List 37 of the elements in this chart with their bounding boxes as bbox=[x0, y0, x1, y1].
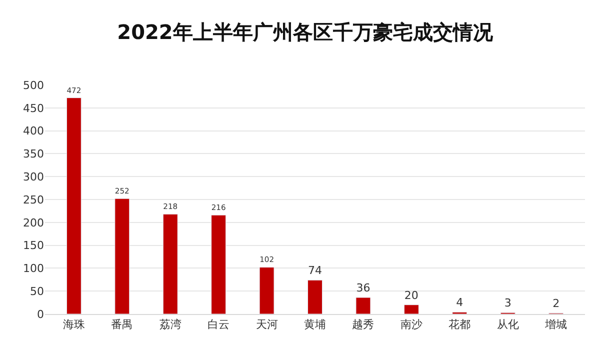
y-tick-label: 250 bbox=[23, 193, 44, 206]
bar bbox=[308, 280, 322, 314]
y-tick-label: 400 bbox=[23, 124, 44, 138]
bar bbox=[211, 214, 226, 314]
bar bbox=[114, 198, 130, 314]
y-tick-label: 450 bbox=[23, 102, 44, 115]
x-tick-label: 黄埔 bbox=[304, 318, 326, 332]
y-tick-label: 500 bbox=[23, 78, 44, 92]
x-tick-label: 增城 bbox=[544, 318, 568, 332]
data-label: 36 bbox=[356, 282, 370, 295]
data-label: 2 bbox=[552, 297, 560, 310]
x-tick-label: 南沙 bbox=[400, 318, 422, 332]
bar bbox=[356, 297, 371, 314]
y-tick-label: 50 bbox=[30, 284, 44, 298]
y-tick-label: 150 bbox=[23, 239, 44, 252]
bar bbox=[404, 304, 419, 314]
x-tick-label: 从化 bbox=[496, 318, 519, 332]
data-label: 20 bbox=[404, 288, 418, 302]
x-tick-label: 番禺 bbox=[111, 318, 134, 332]
x-tick-label: 花都 bbox=[448, 318, 471, 332]
x-tick-label: 天河 bbox=[256, 318, 278, 332]
data-label: 74 bbox=[308, 264, 322, 278]
data-label: 3 bbox=[504, 296, 512, 310]
y-tick-label: 300 bbox=[23, 170, 44, 184]
bar bbox=[259, 267, 274, 314]
y-tick-label: 200 bbox=[23, 216, 44, 230]
x-tick-label: 海珠 bbox=[62, 318, 85, 332]
y-tick-label: 0 bbox=[37, 308, 44, 321]
bar bbox=[66, 98, 82, 314]
y-tick-label: 350 bbox=[23, 148, 44, 161]
x-tick-label: 越秀 bbox=[352, 318, 374, 332]
x-tick-label: 荔湾 bbox=[159, 318, 182, 332]
x-tick-label: 白云 bbox=[208, 318, 230, 332]
bar bbox=[162, 214, 178, 314]
data-label: 4 bbox=[456, 296, 464, 310]
y-tick-label: 100 bbox=[23, 262, 44, 276]
chart-title: 2022年上半年广州各区千万豪宅成交情况 bbox=[117, 20, 494, 44]
